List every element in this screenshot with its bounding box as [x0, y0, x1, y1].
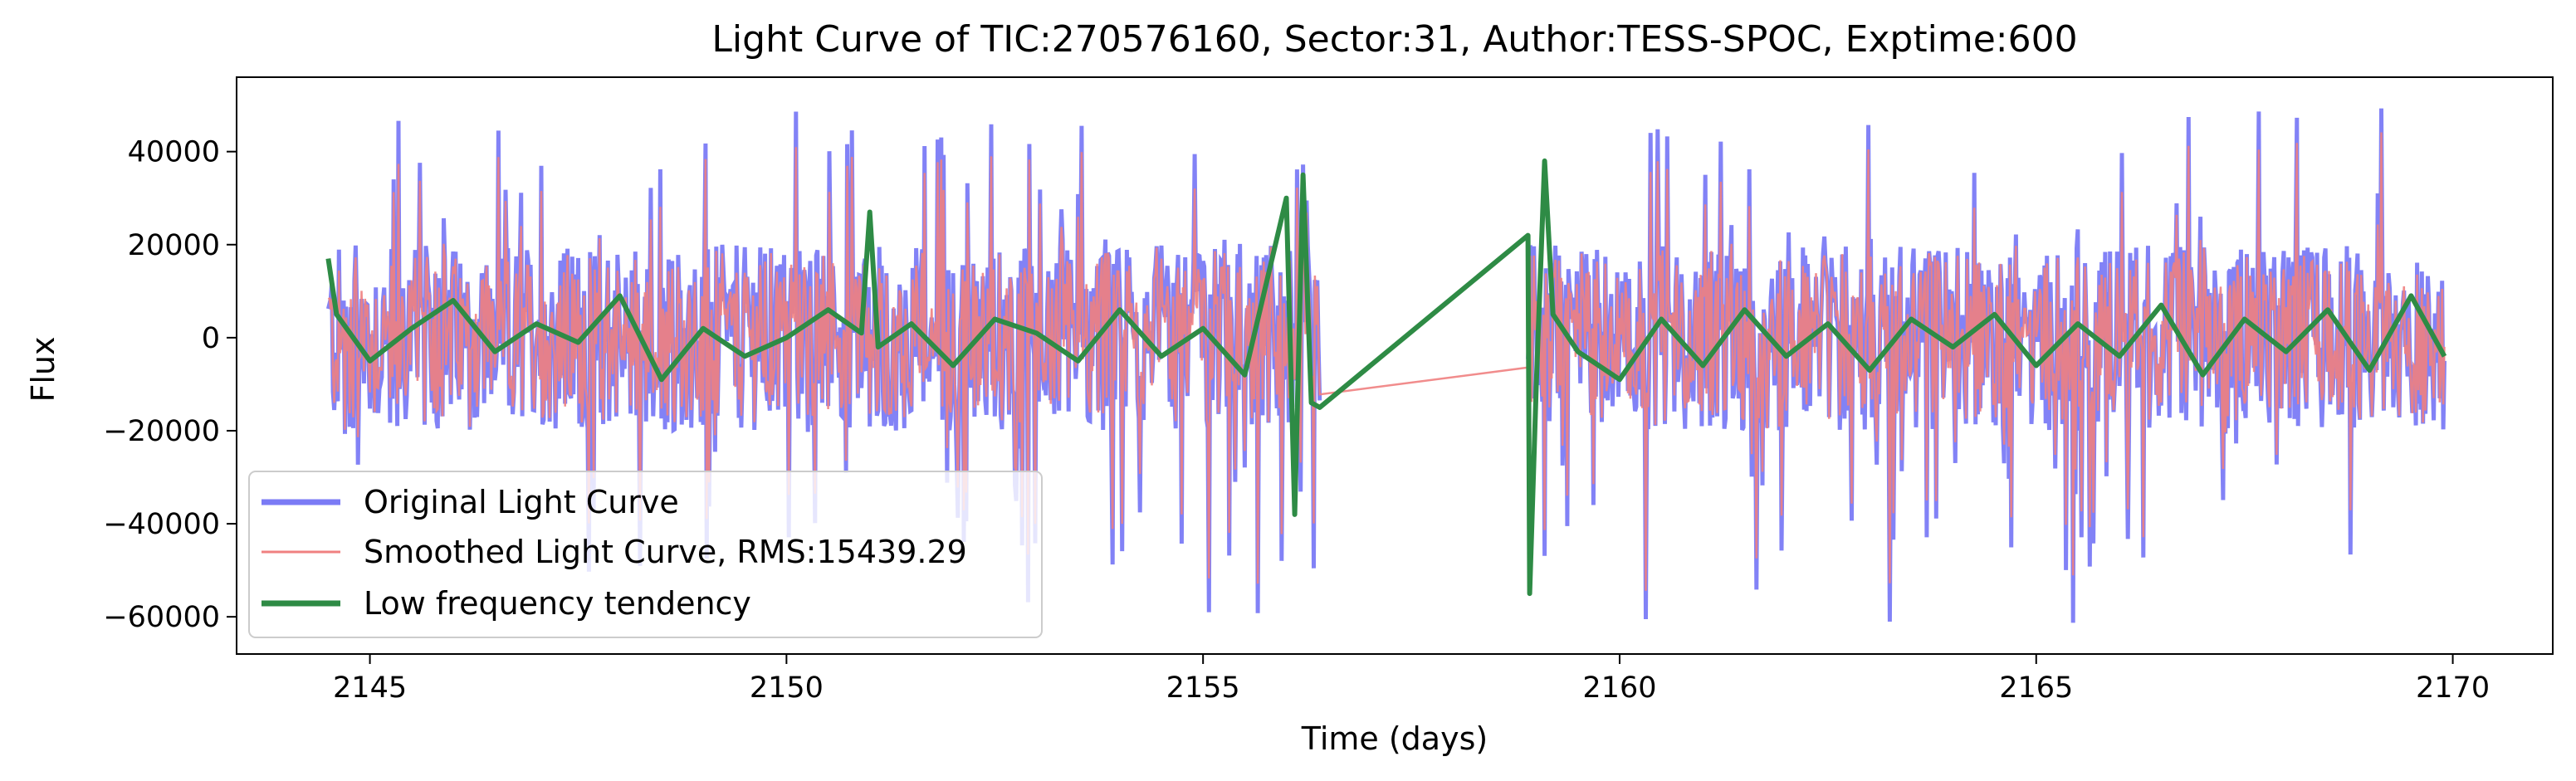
- legend-label-tendency: Low frequency tendency: [364, 585, 751, 622]
- legend-label-original: Original Light Curve: [364, 484, 679, 520]
- y-tick-label: 20000: [128, 229, 220, 262]
- x-tick-label: 2150: [750, 671, 824, 705]
- legend-box: [248, 471, 1043, 638]
- y-tick-label: 40000: [128, 136, 220, 169]
- plot-area: [325, 108, 2447, 623]
- y-axis: −60000 −40000 −20000 0 20000 40000: [103, 136, 237, 634]
- x-tick-label: 2160: [1582, 671, 1656, 705]
- x-tick-label: 2155: [1166, 671, 1240, 705]
- x-tick-label: 2145: [333, 671, 407, 705]
- y-axis-label: Flux: [25, 337, 61, 403]
- x-axis-label: Time (days): [1301, 720, 1488, 757]
- x-axis: 2145 2150 2155 2160 2165 2170: [333, 654, 2490, 705]
- y-tick-label: −40000: [103, 508, 220, 541]
- smoothed-light-curve-line: [327, 132, 2446, 591]
- plot-frame: [236, 76, 2554, 655]
- x-tick-label: 2170: [2416, 671, 2490, 705]
- y-tick-label: −60000: [103, 601, 220, 634]
- legend: Original Light Curve Smoothed Light Curv…: [248, 471, 1043, 638]
- y-tick-label: 0: [202, 322, 220, 355]
- legend-label-smoothed: Smoothed Light Curve, RMS:15439.29: [364, 534, 967, 570]
- y-tick-label: −20000: [103, 415, 220, 448]
- x-tick-label: 2165: [1999, 671, 2073, 705]
- series-layer: [325, 108, 2447, 623]
- chart-title: Light Curve of TIC:270576160, Sector:31,…: [711, 18, 2077, 61]
- low-frequency-tendency-line: [325, 158, 2447, 597]
